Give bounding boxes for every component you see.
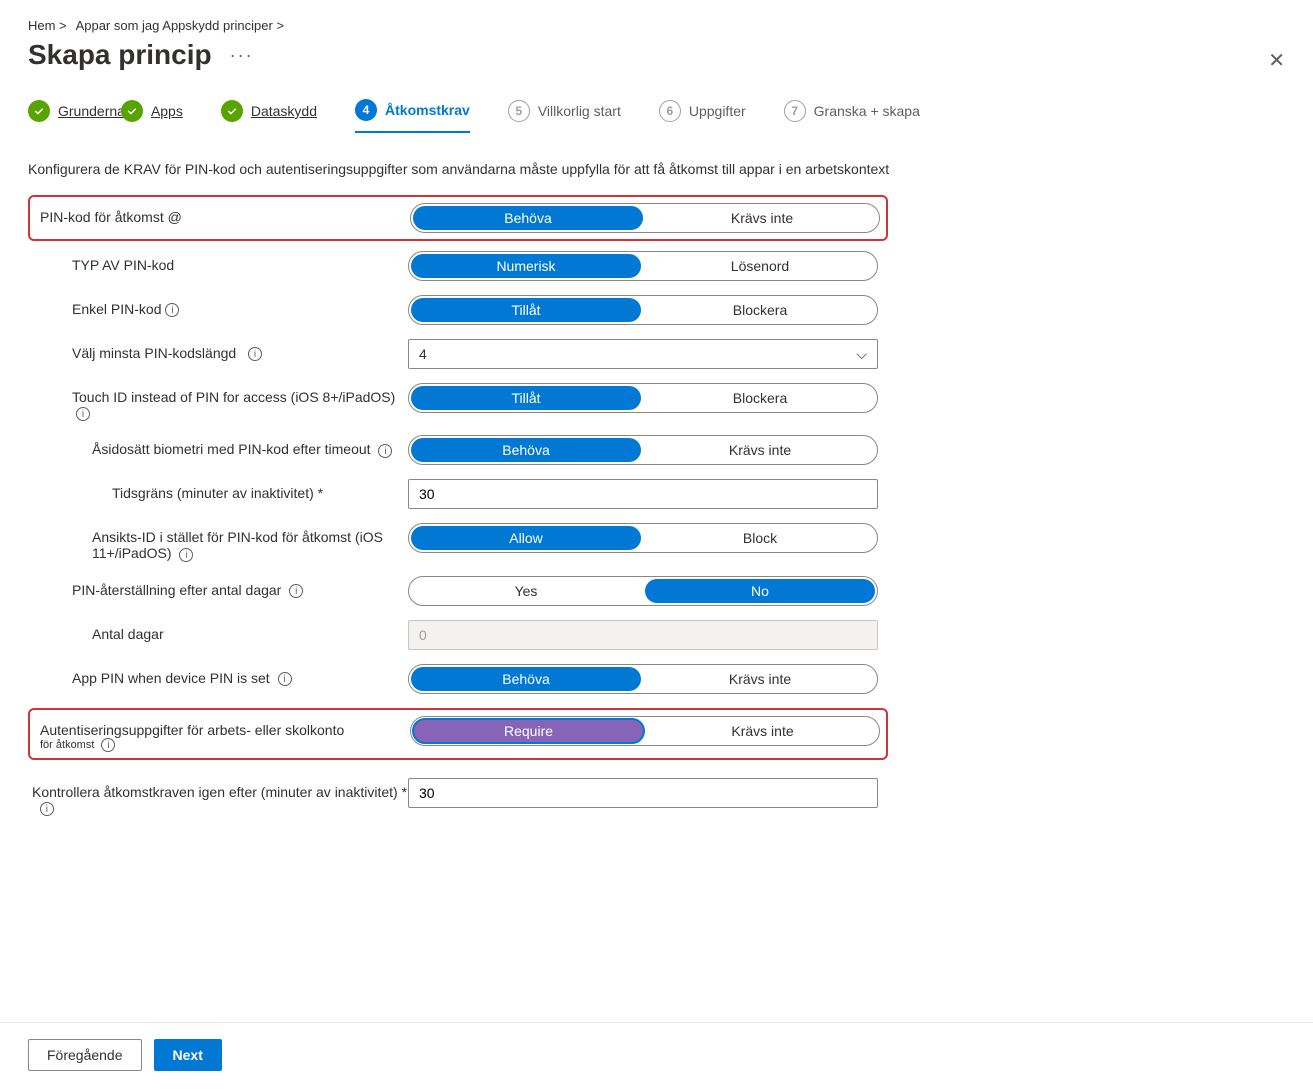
toggle-opt-notrequired[interactable]: Krävs inte <box>645 667 875 691</box>
toggle-pin-reset[interactable]: Yes No <box>408 576 878 606</box>
input-timeout[interactable] <box>408 479 878 509</box>
toggle-touch-id[interactable]: Tillåt Blockera <box>408 383 878 413</box>
step-villkorlig[interactable]: 5 Villkorlig start <box>508 99 621 133</box>
toggle-opt-allow[interactable]: Tillåt <box>411 298 641 322</box>
toggle-pin-type[interactable]: Numerisk Lösenord <box>408 251 878 281</box>
step-label: Dataskydd <box>251 103 317 119</box>
toggle-opt-no[interactable]: No <box>645 579 875 603</box>
step-label: Uppgifter <box>689 103 746 119</box>
toggle-opt-notrequired[interactable]: Krävs inte <box>647 206 877 230</box>
toggle-opt-notrequired[interactable]: Krävs inte <box>645 438 875 462</box>
info-icon[interactable]: i <box>76 407 90 421</box>
check-icon <box>28 100 50 122</box>
input-recheck[interactable] <box>408 778 878 808</box>
label-override-bio: Åsidosätt biometri med PIN-kod efter tim… <box>28 435 408 457</box>
label-simple-pin: Enkel PIN-kodi <box>28 295 408 317</box>
toggle-opt-require[interactable]: Behöva <box>413 206 643 230</box>
toggle-opt-block[interactable]: Block <box>645 526 875 550</box>
label-app-pin-device: App PIN when device PIN is set i <box>28 664 408 686</box>
select-min-length[interactable]: 4 ⌵ <box>408 339 878 369</box>
toggle-opt-require[interactable]: Require <box>412 718 645 744</box>
toggle-opt-require[interactable]: Behöva <box>411 667 641 691</box>
label-min-length: Välj minsta PIN-kodslängd i <box>28 339 408 361</box>
toggle-opt-notrequired[interactable]: Krävs inte <box>648 719 877 743</box>
close-icon[interactable]: ✕ <box>1268 48 1285 73</box>
chevron-down-icon: ⌵ <box>856 346 867 363</box>
toggle-override-bio[interactable]: Behöva Krävs inte <box>408 435 878 465</box>
toggle-opt-allow[interactable]: Tillåt <box>411 386 641 410</box>
step-label: Apps <box>151 103 183 119</box>
toggle-face-id[interactable]: Allow Block <box>408 523 878 553</box>
breadcrumb-apps[interactable]: Appar som jag Appskydd principer > <box>76 18 284 33</box>
step-number-icon: 5 <box>508 100 530 122</box>
toggle-opt-allow[interactable]: Allow <box>411 526 641 550</box>
step-number-icon: 4 <box>355 99 377 121</box>
step-apps[interactable]: Apps <box>121 100 183 132</box>
check-icon <box>121 100 143 122</box>
label-touch-id: Touch ID instead of PIN for access (iOS … <box>28 383 408 421</box>
breadcrumb: Hem > Appar som jag Appskydd principer > <box>28 18 1285 33</box>
toggle-simple-pin[interactable]: Tillåt Blockera <box>408 295 878 325</box>
label-pin-access: PIN-kod för åtkomst @ <box>36 203 410 225</box>
wizard-stepper: Grunderna Apps Dataskydd 4 Åtkomstkrav 5… <box>28 99 1285 133</box>
toggle-pin-access[interactable]: Behöva Krävs inte <box>410 203 880 233</box>
step-number-icon: 6 <box>659 100 681 122</box>
label-face-id: Ansikts-ID i stället för PIN-kod för åtk… <box>28 523 408 561</box>
section-description: Konfigurera de KRAV för PIN-kod och aute… <box>28 161 1285 177</box>
label-timeout: Tidsgräns (minuter av inaktivitet) * <box>28 479 408 501</box>
label-num-days: Antal dagar <box>28 620 408 642</box>
breadcrumb-home[interactable]: Hem > <box>28 18 67 33</box>
toggle-opt-yes[interactable]: Yes <box>411 579 641 603</box>
previous-button[interactable]: Föregående <box>28 1039 142 1071</box>
step-label: Grunderna <box>58 103 125 119</box>
info-icon[interactable]: i <box>165 303 179 317</box>
info-icon[interactable]: i <box>289 584 303 598</box>
highlight-pin-access: PIN-kod för åtkomst @ Behöva Krävs inte <box>28 195 888 241</box>
toggle-opt-password[interactable]: Lösenord <box>645 254 875 278</box>
label-pin-type: TYP AV PIN-kod <box>28 251 408 273</box>
toggle-work-creds[interactable]: Require Krävs inte <box>410 716 880 746</box>
info-icon[interactable]: i <box>179 548 193 562</box>
step-number-icon: 7 <box>784 100 806 122</box>
footer-bar: Föregående Next <box>0 1022 1313 1071</box>
next-button[interactable]: Next <box>154 1039 222 1071</box>
highlight-work-creds: Autentiseringsuppgifter för arbets- elle… <box>28 708 888 760</box>
step-grunderna[interactable]: Grunderna <box>28 100 125 132</box>
info-icon[interactable]: i <box>378 444 392 458</box>
step-label: Villkorlig start <box>538 103 621 119</box>
step-granska[interactable]: 7 Granska + skapa <box>784 99 920 133</box>
toggle-opt-block[interactable]: Blockera <box>645 386 875 410</box>
info-icon[interactable]: i <box>248 347 262 361</box>
info-icon[interactable]: i <box>278 672 292 686</box>
page-title: Skapa princip <box>28 39 212 71</box>
form-area: PIN-kod för åtkomst @ Behöva Krävs inte … <box>28 195 888 816</box>
more-actions-icon[interactable]: ··· <box>230 45 254 66</box>
info-icon[interactable]: i <box>40 802 54 816</box>
step-dataskydd[interactable]: Dataskydd <box>221 99 317 133</box>
label-recheck: Kontrollera åtkomstkraven igen efter (mi… <box>28 778 408 816</box>
toggle-opt-block[interactable]: Blockera <box>645 298 875 322</box>
toggle-opt-require[interactable]: Behöva <box>411 438 641 462</box>
select-value: 4 <box>419 346 427 362</box>
input-num-days <box>408 620 878 650</box>
step-uppgifter[interactable]: 6 Uppgifter <box>659 99 746 133</box>
toggle-opt-numeric[interactable]: Numerisk <box>411 254 641 278</box>
step-label: Granska + skapa <box>814 103 920 119</box>
step-label: Åtkomstkrav <box>385 102 470 118</box>
label-work-creds: Autentiseringsuppgifter för arbets- elle… <box>36 716 410 752</box>
step-atkomstkrav[interactable]: 4 Åtkomstkrav <box>355 99 470 133</box>
check-icon <box>221 100 243 122</box>
info-icon[interactable]: i <box>101 738 115 752</box>
toggle-app-pin-device[interactable]: Behöva Krävs inte <box>408 664 878 694</box>
label-pin-reset: PIN-återställning efter antal dagar i <box>28 576 408 598</box>
